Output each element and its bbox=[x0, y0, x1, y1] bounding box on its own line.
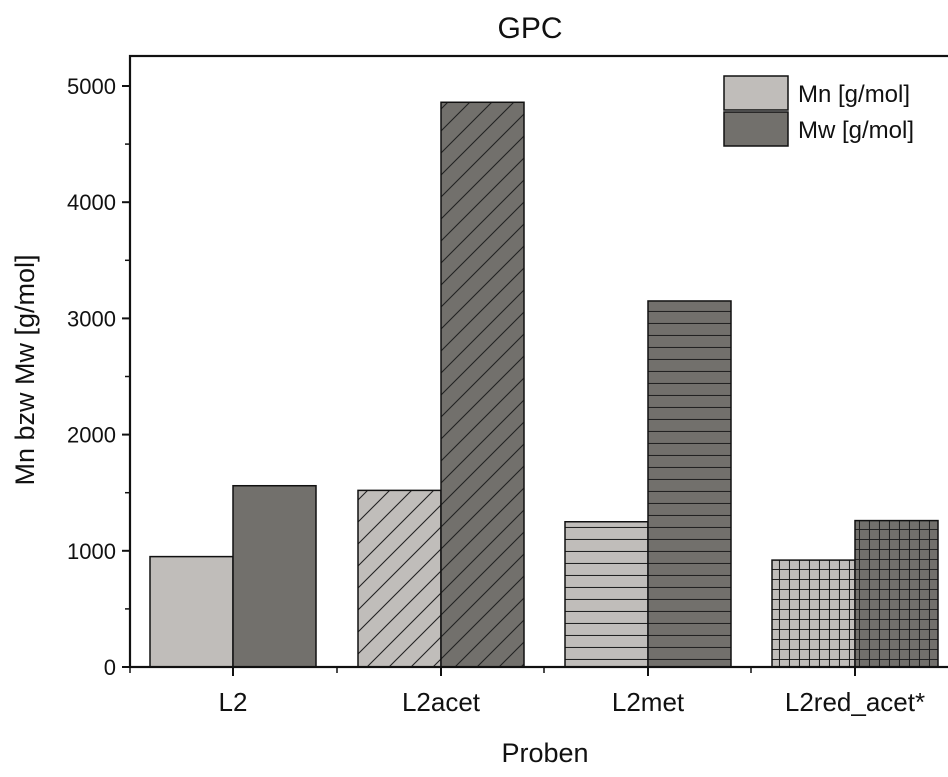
x-tick-label: L2acet bbox=[402, 687, 481, 717]
y-tick-label: 0 bbox=[104, 655, 116, 680]
plot-frame bbox=[128, 54, 948, 669]
bar-mw-l2red-acet- bbox=[854, 519, 939, 668]
y-tick-label: 3000 bbox=[67, 306, 116, 331]
legend-swatch-mn bbox=[723, 75, 789, 111]
y-tick-label: 4000 bbox=[67, 190, 116, 215]
bar-mn-l2red-acet- bbox=[771, 559, 856, 668]
y-tick-label: 2000 bbox=[67, 423, 116, 448]
y-tick-label: 1000 bbox=[67, 539, 116, 564]
bars-group bbox=[149, 101, 939, 668]
bar-mw-l2acet bbox=[440, 101, 525, 668]
bar-mn-l2 bbox=[149, 555, 234, 668]
x-tick-label: L2met bbox=[612, 687, 685, 717]
bar-mn-l2met bbox=[564, 521, 649, 668]
x-tick-label: L2red_acet* bbox=[785, 687, 925, 717]
legend-label-mw: Mw [g/mol] bbox=[798, 117, 914, 144]
legend-label-mn: Mn [g/mol] bbox=[798, 81, 910, 108]
x-axis: L2 L2acet L2met L2red_acet* bbox=[129, 667, 925, 717]
y-axis-title: Mn bzw Mw [g/mol] bbox=[10, 254, 40, 485]
y-axis: 0 1000 2000 3000 4000 5000 bbox=[67, 74, 130, 680]
chart-title: GPC bbox=[497, 12, 562, 45]
legend: Mn [g/mol] Mw [g/mol] bbox=[723, 75, 914, 147]
x-tick-label: L2 bbox=[219, 687, 248, 717]
y-tick-label: 5000 bbox=[67, 74, 116, 99]
bar-mw-l2 bbox=[232, 484, 317, 668]
bar-mw-l2met bbox=[647, 300, 732, 668]
bar-mn-l2acet bbox=[357, 489, 442, 668]
legend-swatch-mw bbox=[723, 111, 789, 147]
x-axis-title: Proben bbox=[501, 738, 588, 768]
